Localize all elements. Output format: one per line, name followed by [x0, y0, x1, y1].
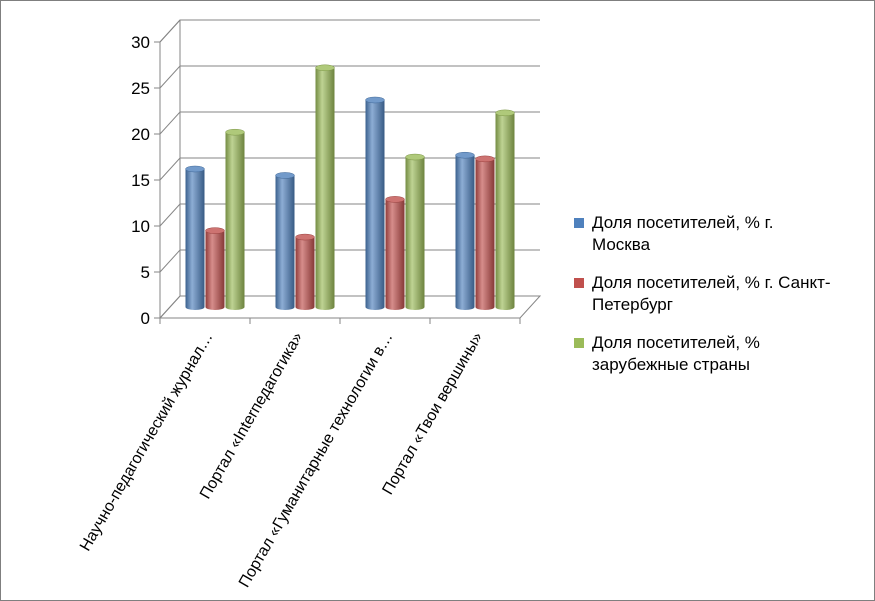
bar — [315, 64, 335, 310]
bar — [205, 227, 225, 310]
bar — [295, 233, 315, 310]
legend-label-line1: Доля посетителей, % — [592, 333, 760, 352]
y-tick-label: 30 — [131, 33, 150, 52]
x-category-label: Портал «Гуманитарные технологии в… — [236, 330, 396, 591]
bar-top — [295, 233, 315, 241]
y-tick-label: 10 — [131, 217, 150, 236]
y-tick-label: 5 — [141, 263, 150, 282]
wall-top-edge — [159, 19, 540, 43]
bar-top — [405, 153, 425, 161]
x-category-label: Портал «Interпедагогика» — [197, 329, 306, 502]
bar-body — [205, 230, 225, 310]
legend-key-foreign — [574, 338, 584, 348]
bar-body — [405, 157, 425, 310]
bar-body — [315, 67, 335, 310]
legend-label-line2: зарубежные страны — [592, 355, 750, 374]
x-category-label: Портал «Твои вершины» — [380, 329, 487, 497]
bars — [185, 64, 515, 310]
legend-item-moscow: Доля посетителей, % г. Москва — [574, 212, 864, 256]
bar-body — [475, 158, 495, 310]
legend-item-spb: Доля посетителей, % г. Санкт- Петербург — [574, 272, 864, 316]
legend: Доля посетителей, % г. Москва Доля посет… — [574, 212, 864, 392]
x-axis-labels: Научно-педагогический журнал…Портал «Int… — [77, 329, 487, 590]
legend-key-moscow — [574, 218, 584, 228]
bar — [495, 109, 515, 310]
bar-body — [495, 112, 515, 310]
bar-top — [315, 64, 335, 72]
gridline — [159, 111, 540, 135]
bar — [365, 96, 385, 310]
bar-top — [385, 196, 405, 203]
bar — [405, 153, 425, 310]
bar-top — [455, 151, 475, 159]
bar — [225, 128, 245, 310]
bar-body — [185, 169, 205, 310]
bar-top — [275, 172, 295, 179]
bar-top — [225, 128, 245, 136]
legend-label-line1: Доля посетителей, % г. — [592, 213, 774, 232]
bar-body — [455, 155, 475, 310]
gridline — [159, 19, 540, 43]
x-category-label: Научно-педагогический журнал… — [77, 330, 216, 555]
bar-top — [185, 165, 205, 173]
legend-key-spb — [574, 278, 584, 288]
legend-label-line2: Петербург — [592, 295, 673, 314]
bar — [275, 172, 295, 310]
bar — [385, 196, 405, 310]
y-tick-label: 0 — [141, 309, 150, 328]
bar-top — [495, 109, 515, 117]
y-axis: 0 5 10 15 20 25 30 — [131, 33, 521, 328]
bar — [455, 151, 475, 310]
bar-body — [385, 199, 405, 310]
gridline — [159, 65, 540, 89]
legend-label-line2: Москва — [592, 235, 651, 254]
bar — [185, 165, 205, 310]
bar-body — [275, 175, 295, 310]
legend-label-line1: Доля посетителей, % г. Санкт- — [592, 273, 831, 292]
bar-top — [205, 227, 225, 234]
bar-top — [365, 96, 385, 104]
bar-body — [225, 132, 245, 310]
y-tick-label: 25 — [131, 79, 150, 98]
bar-body — [365, 100, 385, 310]
legend-item-foreign: Доля посетителей, % зарубежные страны — [574, 332, 864, 376]
bar — [475, 155, 495, 310]
y-tick-label: 15 — [131, 171, 150, 190]
bar-top — [475, 155, 495, 163]
bar-body — [295, 237, 315, 310]
y-tick-label: 20 — [131, 125, 150, 144]
